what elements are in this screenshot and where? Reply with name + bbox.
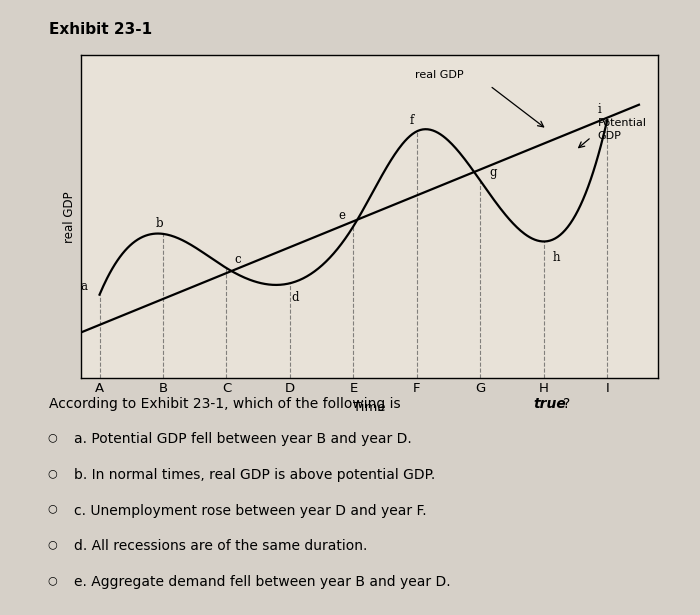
Text: ○: ○ [48, 575, 57, 585]
Text: ○: ○ [48, 468, 57, 478]
Text: a: a [80, 280, 88, 293]
Text: true: true [533, 397, 566, 411]
Text: According to Exhibit 23-1, which of the following is: According to Exhibit 23-1, which of the … [49, 397, 405, 411]
Text: c. Unemployment rose between year D and year F.: c. Unemployment rose between year D and … [74, 504, 426, 518]
Text: c: c [234, 253, 241, 266]
Text: i: i [598, 103, 601, 116]
Text: ○: ○ [48, 432, 57, 442]
Text: b: b [156, 216, 164, 230]
Text: f: f [410, 114, 414, 127]
Text: Potential
GDP: Potential GDP [598, 118, 647, 141]
Text: a. Potential GDP fell between year B and year D.: a. Potential GDP fell between year B and… [74, 432, 412, 446]
Text: ?: ? [564, 397, 570, 411]
Text: g: g [489, 166, 497, 179]
Text: h: h [553, 251, 560, 264]
Text: e. Aggregate demand fell between year B and year D.: e. Aggregate demand fell between year B … [74, 575, 450, 589]
Text: ○: ○ [48, 504, 57, 514]
Text: d. All recessions are of the same duration.: d. All recessions are of the same durati… [74, 539, 367, 554]
Text: Exhibit 23-1: Exhibit 23-1 [49, 22, 152, 36]
X-axis label: Time: Time [353, 401, 386, 414]
Y-axis label: real GDP: real GDP [63, 191, 76, 242]
Text: b. In normal times, real GDP is above potential GDP.: b. In normal times, real GDP is above po… [74, 468, 435, 482]
Text: d: d [291, 291, 299, 304]
Text: e: e [339, 209, 346, 222]
Text: ○: ○ [48, 539, 57, 549]
Text: real GDP: real GDP [414, 70, 463, 80]
